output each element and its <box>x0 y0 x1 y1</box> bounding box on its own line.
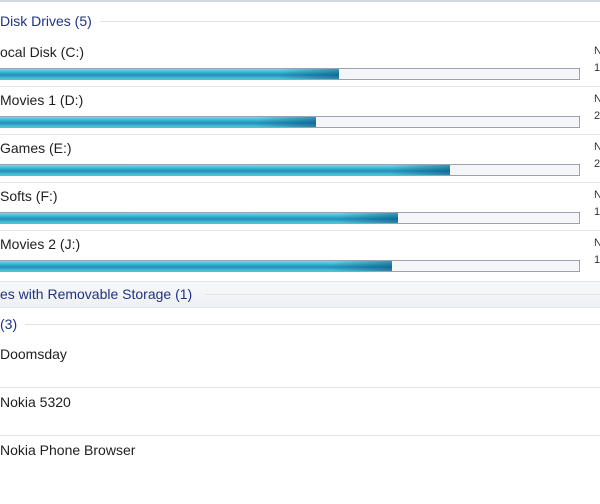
group-header-other-devices[interactable]: (3) <box>0 313 600 335</box>
device-item-nokia-5320[interactable]: Nokia 5320 <box>0 387 600 435</box>
drive-name: Games (E:) <box>0 140 72 156</box>
group-divider <box>22 324 600 325</box>
drive-name: Movies 2 (J:) <box>0 236 81 252</box>
drive-name: Softs (F:) <box>0 188 58 204</box>
device-name: Doomsday <box>0 346 67 362</box>
drive-info-free: N <box>594 93 600 105</box>
drive-info-size: 1 <box>594 254 600 266</box>
row-separator <box>0 230 600 231</box>
drive-info-free: N <box>594 45 600 57</box>
device-name: Nokia 5320 <box>0 394 71 410</box>
usage-bar <box>0 68 580 80</box>
group-title: es with Removable Storage (1) <box>0 286 193 302</box>
drive-item-f[interactable]: Softs (F:) N 1 <box>0 183 600 231</box>
group-header-removable-storage[interactable]: es with Removable Storage (1) <box>0 281 600 308</box>
drive-name: ocal Disk (C:) <box>0 44 85 60</box>
usage-bar <box>0 164 580 176</box>
drive-item-j[interactable]: Movies 2 (J:) N 1 <box>0 231 600 279</box>
row-separator <box>0 86 600 87</box>
row-separator <box>0 134 600 135</box>
row-separator <box>0 435 600 436</box>
group-title: Disk Drives (5) <box>0 10 100 32</box>
row-separator <box>0 387 600 388</box>
usage-bar-fill <box>0 69 339 79</box>
usage-bar-fill <box>0 261 392 271</box>
usage-bar <box>0 116 580 128</box>
group-title: (3) <box>0 313 26 335</box>
drive-info-free: N <box>594 237 600 249</box>
drive-name: Movies 1 (D:) <box>0 92 84 108</box>
usage-bar-fill <box>0 165 451 175</box>
drive-info-free: N <box>594 189 600 201</box>
group-divider <box>205 294 600 295</box>
device-item-nokia-phone-browser[interactable]: Nokia Phone Browser <box>0 435 600 483</box>
usage-bar <box>0 212 580 224</box>
drive-info-size: 2 <box>594 158 600 170</box>
device-name: Nokia Phone Browser <box>0 442 136 458</box>
drive-item-c[interactable]: ocal Disk (C:) N 1 <box>0 39 600 87</box>
drive-info-size: 2 <box>594 110 600 122</box>
usage-bar-fill <box>0 117 316 127</box>
group-divider <box>100 21 600 22</box>
usage-bar-fill <box>0 213 398 223</box>
drive-info-size: 1 <box>594 62 600 74</box>
window-top-border <box>0 0 600 2</box>
drive-item-e[interactable]: Games (E:) N 2 <box>0 135 600 183</box>
drive-item-d[interactable]: Movies 1 (D:) N 2 <box>0 87 600 135</box>
drive-info-free: N <box>594 141 600 153</box>
group-header-disk-drives[interactable]: Disk Drives (5) <box>0 10 600 32</box>
usage-bar <box>0 260 580 272</box>
row-separator <box>0 182 600 183</box>
drive-info-size: 1 <box>594 206 600 218</box>
device-item-doomsday[interactable]: Doomsday <box>0 339 600 387</box>
